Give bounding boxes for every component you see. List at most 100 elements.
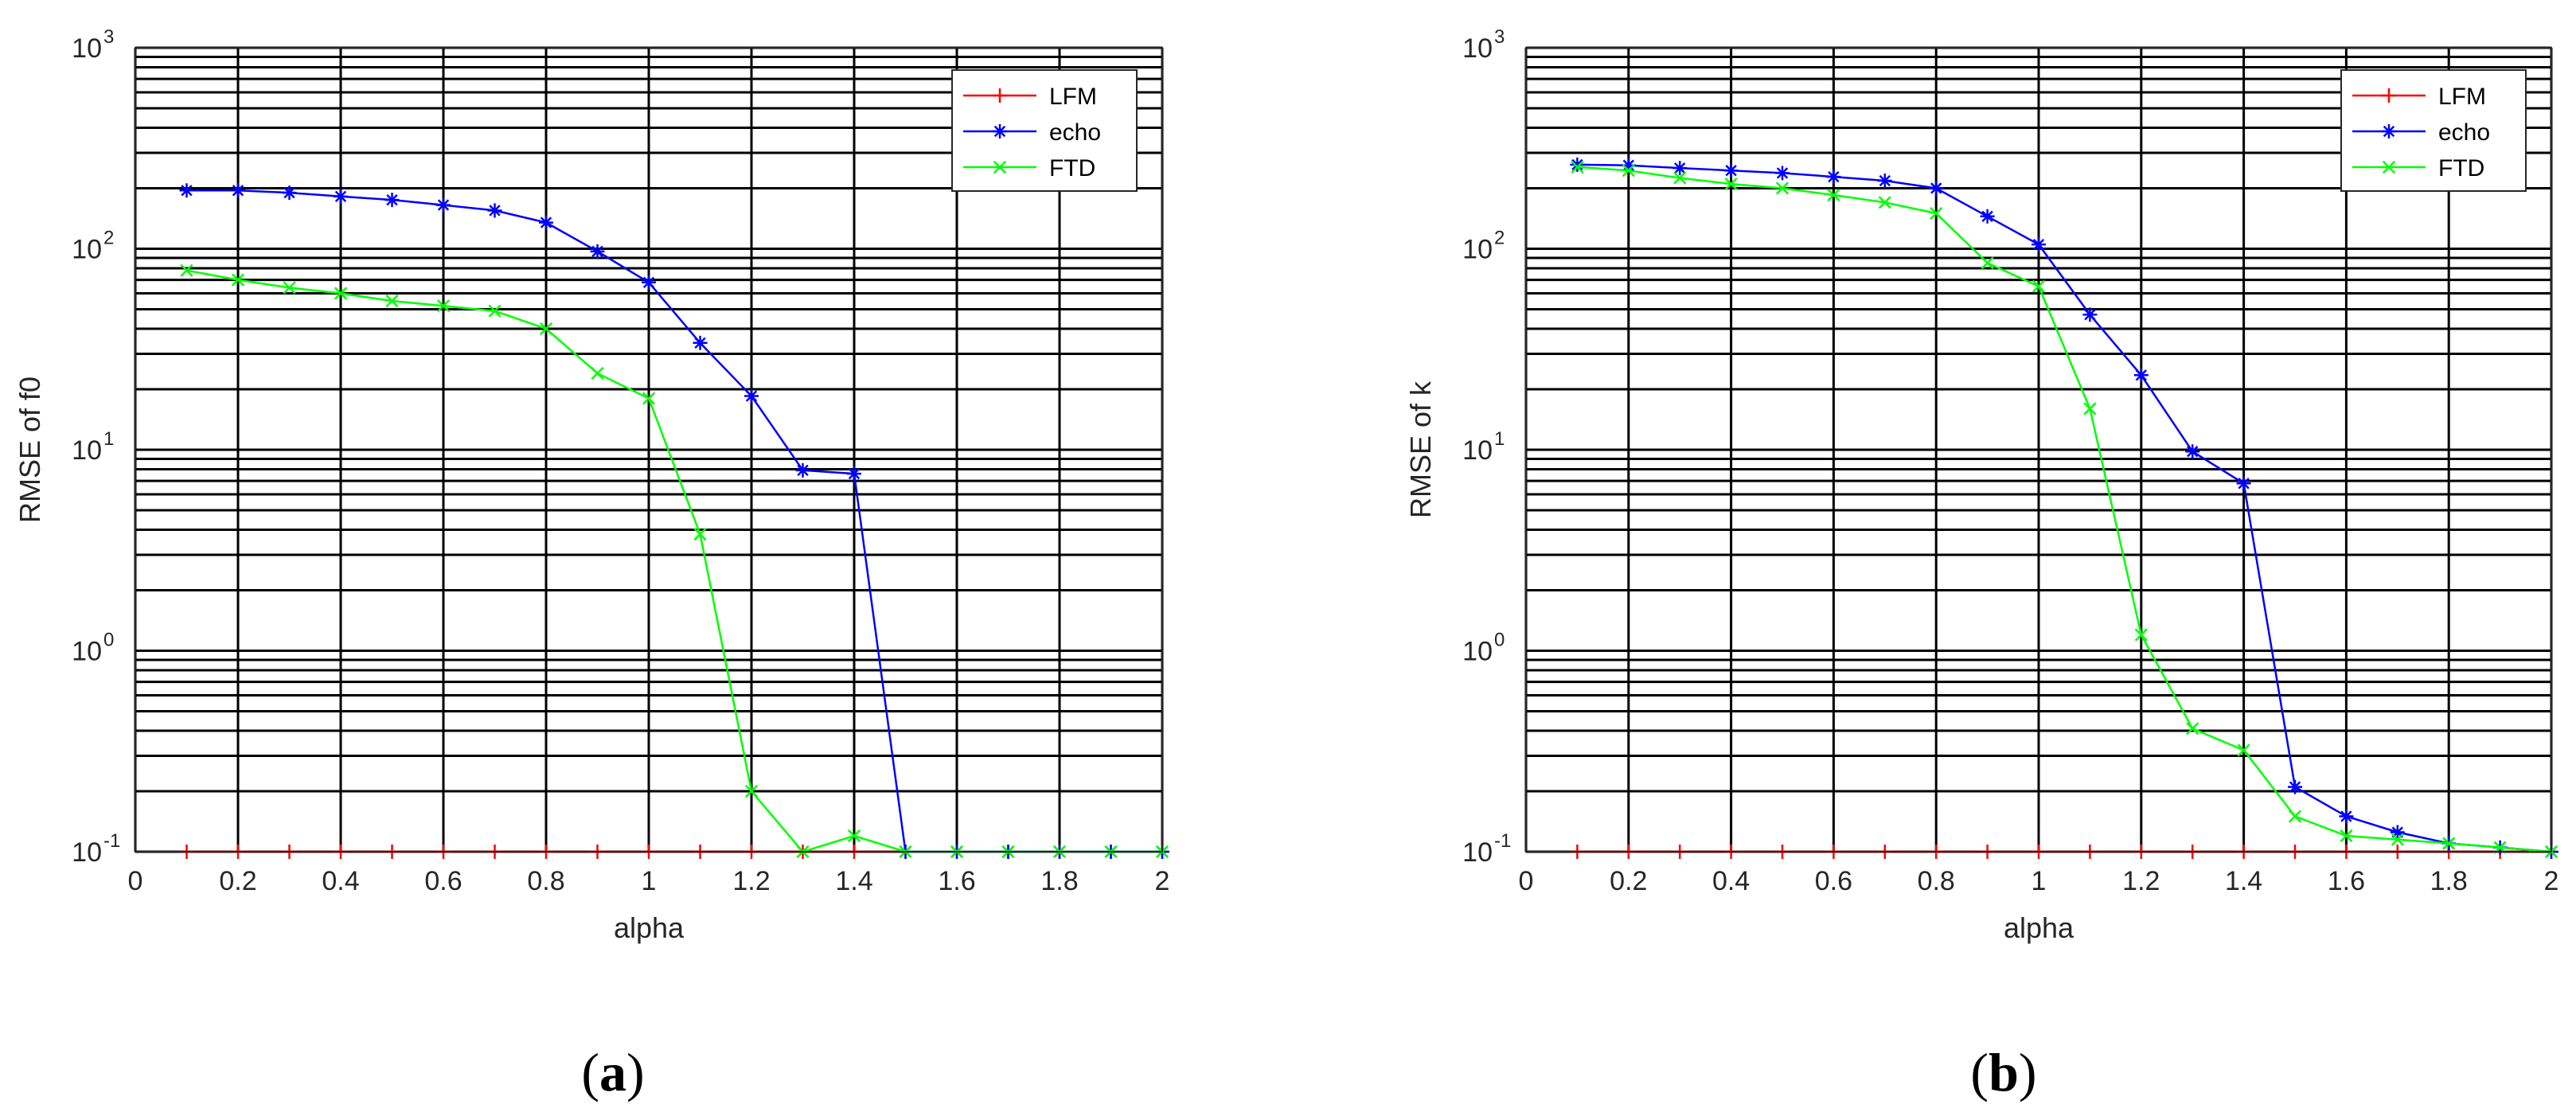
data-point-echo (282, 185, 297, 201)
x-tick-label: 0.8 (527, 866, 564, 896)
data-point-echo (436, 197, 451, 213)
axes-box (135, 47, 1163, 853)
x-tick-label: 2 (1155, 866, 1170, 896)
panel-caption: (a) (581, 1042, 644, 1102)
x-tick-label: 0.2 (1610, 866, 1647, 896)
x-tick-label: 1.6 (938, 866, 975, 896)
data-point-ftd (847, 829, 861, 843)
x-axis-label: alpha (2004, 911, 2074, 944)
series-ftd (1571, 160, 2558, 859)
x-tick-label: 0 (128, 866, 143, 896)
y-tick-exponent: 0 (103, 630, 114, 651)
caption-letter: a (599, 1042, 626, 1102)
data-point-ftd (539, 322, 553, 336)
data-point-ftd (334, 287, 348, 300)
caption-open: ( (1970, 1042, 1989, 1102)
y-axis-label: RMSE of k (1404, 380, 1437, 518)
y-tick-label: 10 (72, 235, 102, 265)
data-point-echo (795, 462, 810, 478)
data-point-echo (2339, 809, 2354, 824)
data-point-ftd (488, 304, 502, 318)
data-point-ftd (642, 392, 656, 405)
data-point-ftd (1724, 178, 1738, 191)
data-point-echo (1672, 161, 1688, 176)
data-point-echo (179, 183, 194, 198)
data-point-ftd (591, 366, 604, 380)
data-point-ftd (1930, 206, 1943, 220)
x-tick-label: 1.2 (732, 866, 770, 896)
legend-label-lfm: LFM (2438, 84, 2486, 110)
x-tick-label: 0.6 (1815, 866, 1852, 896)
y-tick-exponent: 0 (1494, 630, 1505, 651)
y-tick-label: 10 (72, 33, 102, 64)
y-tick-label: 10 (72, 435, 102, 466)
data-point-echo (2082, 307, 2098, 322)
data-point-ftd (436, 299, 451, 313)
legend-label-echo: echo (2438, 119, 2490, 146)
legend-label-ftd: FTD (2438, 155, 2484, 181)
data-point-ftd (2186, 722, 2199, 736)
data-point-ftd (2340, 829, 2353, 843)
y-tick-label: 10 (1462, 637, 1493, 667)
x-tick-label: 0.4 (1712, 866, 1750, 896)
data-point-ftd (1827, 188, 1840, 202)
series-line-echo (1577, 163, 2552, 853)
data-point-ftd (1981, 256, 1994, 270)
data-point-ftd (1571, 160, 1584, 174)
y-tick-exponent: 2 (1494, 228, 1505, 249)
data-point-echo (590, 244, 605, 259)
data-point-echo (693, 335, 708, 350)
axes-box (1525, 47, 2552, 853)
y-tick-label: 10 (1462, 837, 1493, 868)
data-point-echo (847, 466, 861, 482)
caption-close: ) (626, 1042, 645, 1102)
y-tick-exponent: -1 (103, 830, 120, 852)
legend-label-echo: echo (1049, 119, 1101, 146)
data-point-ftd (1878, 196, 1891, 209)
x-tick-label: 1.8 (1040, 866, 1078, 896)
y-tick-label: 10 (72, 837, 102, 868)
data-point-echo (2185, 444, 2200, 459)
data-point-echo (487, 203, 502, 218)
x-tick-label: 1 (642, 866, 657, 896)
x-tick-label: 0.2 (219, 866, 256, 896)
x-tick-label: 0.6 (424, 866, 462, 896)
data-point-ftd (2134, 628, 2148, 642)
x-axis-label: alpha (614, 911, 685, 944)
y-tick-exponent: 2 (103, 228, 114, 249)
x-tick-label: 1 (2032, 866, 2047, 896)
data-point-ftd (2391, 833, 2404, 846)
data-point-ftd (385, 294, 399, 308)
legend-label-lfm: LFM (1049, 84, 1097, 110)
legend-marker-ftd (993, 160, 1007, 174)
data-point-echo (384, 193, 400, 208)
caption-close: ) (2019, 1042, 2037, 1102)
y-tick-label: 10 (1462, 235, 1493, 265)
legend: LFM echo FTD (2340, 69, 2527, 192)
data-point-echo (1929, 181, 1944, 196)
x-tick-label: 1.6 (2328, 866, 2365, 896)
data-point-ftd (1775, 181, 1790, 195)
data-point-echo (1723, 163, 1739, 178)
legend-marker-echo (2382, 124, 2396, 139)
y-tick-exponent: -1 (1494, 830, 1511, 852)
data-point-ftd (2442, 837, 2456, 850)
data-point-echo (1877, 174, 1892, 189)
y-tick-label: 10 (72, 637, 102, 667)
caption-open: ( (581, 1042, 599, 1102)
data-point-ftd (744, 784, 759, 798)
data-point-echo (334, 189, 348, 204)
data-point-ftd (1673, 171, 1687, 185)
panel-caption: (b) (1970, 1042, 2036, 1102)
x-tick-label: 0 (1519, 866, 1534, 896)
series-line-ftd (1577, 166, 2552, 853)
x-tick-label: 1.8 (2430, 866, 2468, 896)
y-axis-label: RMSE of f0 (14, 377, 46, 523)
data-point-echo (1826, 170, 1841, 185)
data-point-echo (2236, 476, 2251, 491)
data-point-ftd (2237, 743, 2250, 757)
data-point-ftd (180, 263, 193, 277)
data-point-ftd (283, 281, 296, 295)
